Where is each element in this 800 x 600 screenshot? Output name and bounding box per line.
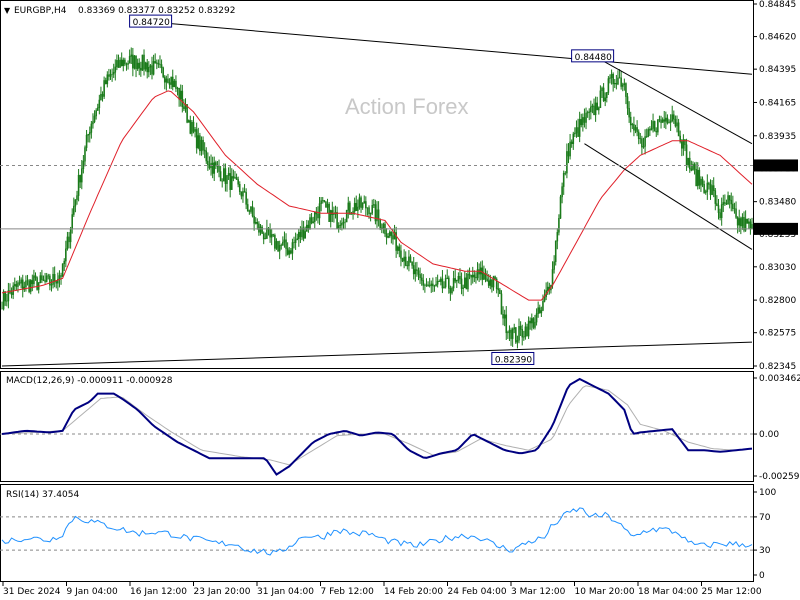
price-marker-box [754,159,798,172]
rsi-axis-label: 70 [759,513,771,523]
moving-average-line [1,90,753,301]
time-axis-label: 16 Jan 12:00 [130,587,187,597]
price-axis-label: 0.82800 [759,296,796,306]
price-axis-label: 0.84620 [759,33,796,43]
macd-title: MACD(12,26,9) -0.000911 -0.000928 [6,376,173,386]
trend-line [584,143,753,250]
price-axis-label: 0.82575 [759,329,796,339]
macd-line [1,377,753,476]
price-axis-label: 0.82345 [759,362,796,372]
price-marker-label: 0.83730 [758,161,795,171]
rsi-panel-frame [0,484,754,582]
time-axis-label: 24 Feb 04:00 [448,587,507,597]
macd-axis-label: 0.003462 [759,374,800,384]
rsi-axis-label: 0 [759,571,765,581]
rsi-series-group [0,507,753,556]
time-axis-label: 25 Mar 12:00 [702,587,762,597]
time-axis-label: 3 Mar 12:00 [511,587,566,597]
rsi-title: RSI(14) 37.4054 [6,490,79,500]
rsi-axis-label: 30 [759,546,771,556]
time-axis-label: 31 Jan 04:00 [257,587,314,597]
price-annotation-box [129,14,173,28]
price-axis-label: 0.83480 [759,198,796,208]
price-marker-box [754,222,798,235]
price-marker-label: 0.83292 [758,225,795,235]
rsi-axis-label: 100 [759,488,776,498]
price-annotation-box [491,351,535,365]
time-axis-label: 14 Feb 20:00 [384,587,443,597]
time-axis-label: 18 Mar 04:00 [638,587,698,597]
price-panel-frame [0,0,754,369]
ohlc-label: 0.83369 0.83377 0.83252 0.83292 [78,6,235,16]
price-axis-label: 0.83935 [759,132,796,142]
time-axis-label: 10 Mar 20:00 [575,587,635,597]
symbol-label: EURGBP,H4 [14,6,67,16]
rsi-line [1,507,753,556]
time-axis-label: 31 Dec 2024 [3,587,61,597]
trend-line [595,56,753,145]
price-series-group: 0.84720 0.84480 0.82390 [0,14,753,367]
price-axis-label: 0.84165 [759,98,796,108]
trend-line [153,21,753,75]
price-annotation-box [571,49,615,63]
time-axis-label: 9 Jan 04:00 [67,587,119,597]
price-annotation-label: 0.84480 [575,53,612,63]
macd-series-group [0,377,753,476]
time-axis-label: 7 Feb 12:00 [321,587,375,597]
price-axis-label: 0.84395 [759,65,796,75]
price-axis-label: 0.84845 [759,0,796,10]
price-axis-label: 0.83255 [759,230,796,240]
price-annotation-label: 0.84720 [133,18,170,28]
trend-line [1,341,753,367]
time-axis-label: 23 Jan 20:00 [194,587,251,597]
price-annotation-label: 0.82390 [495,355,532,365]
macd-panel-frame [0,371,754,482]
macd-axis-label: -0.002593 [759,472,800,482]
macd-axis-label: 0.00 [759,430,779,440]
macd-signal-line [1,385,753,466]
watermark: Action Forex [345,94,469,119]
price-axis-label: 0.83030 [759,263,796,273]
chart-header-icon: ▼ [4,6,11,15]
